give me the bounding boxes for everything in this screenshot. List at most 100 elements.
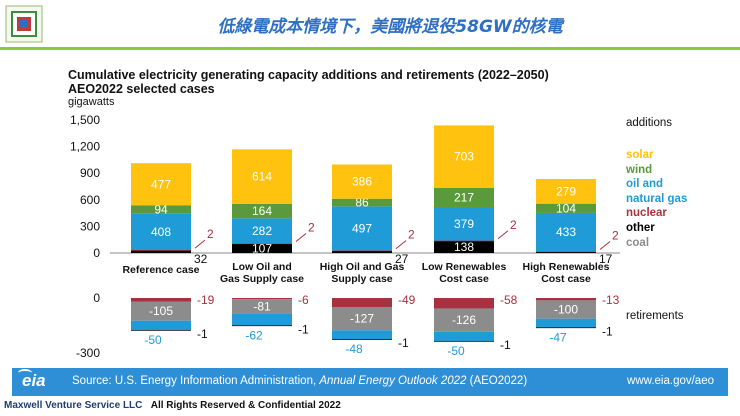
category-label: Gas Supply case <box>220 273 304 285</box>
y-tick-retirements: 0 <box>93 291 100 305</box>
data-label-wind: 94 <box>154 203 168 217</box>
bar-wind <box>332 198 392 207</box>
bar-nuclear <box>434 240 494 242</box>
legend-other: other <box>626 221 655 234</box>
data-label-wind: 104 <box>556 201 576 215</box>
data-label-retire-gas: -62 <box>245 328 263 342</box>
y-tick-additions: 1,500 <box>70 113 100 127</box>
data-label-nuclear: 2 <box>207 227 214 241</box>
bar-nuclear <box>332 250 392 252</box>
data-label-oil-and-natural-gas: 282 <box>252 224 272 238</box>
data-label-retire-gas: -47 <box>549 330 567 344</box>
retirements-label: retirements <box>626 310 684 322</box>
bar-retire-nuclear <box>536 298 596 301</box>
company-logo <box>4 4 44 44</box>
bar-wind <box>434 187 494 207</box>
data-label-retire-coal: -127 <box>350 312 374 326</box>
nuclear-leader-line <box>395 240 407 249</box>
y-tick-additions: 900 <box>80 166 100 180</box>
additions-label: additions <box>626 117 673 129</box>
data-label-retire-other: -1 <box>298 322 309 336</box>
bar-oil-and-natural-gas <box>332 206 392 251</box>
data-label-retire-coal: -81 <box>253 300 271 314</box>
data-label-other: 17 <box>599 252 613 266</box>
legend-natural-gas: natural gas <box>626 192 688 205</box>
data-label-retire-nuclear: -58 <box>500 293 518 307</box>
category-label: Cost case <box>541 273 591 285</box>
y-tick-additions: 1,200 <box>70 140 100 154</box>
data-label-other: 32 <box>194 252 208 266</box>
data-label-retire-coal: -105 <box>149 304 173 318</box>
copyright-company: Maxwell Venture Service LLC <box>4 400 143 411</box>
bar-retire-oil-and-natural-gas <box>536 318 596 328</box>
chart-subtitle: AEO2022 selected cases <box>68 82 215 96</box>
bar-other <box>131 250 191 253</box>
data-label-retire-coal: -100 <box>554 303 578 317</box>
data-label-nuclear: 2 <box>510 218 517 232</box>
bar-oil-and-natural-gas <box>536 212 596 252</box>
category-label: High Renewables <box>523 261 610 273</box>
bar-retire-coal <box>536 300 596 319</box>
data-label-nuclear: 2 <box>612 228 619 242</box>
bar-other <box>434 240 494 253</box>
bar-solar <box>434 125 494 188</box>
source-suffix: (AEO2022) <box>466 375 528 387</box>
banner-title: 低綠電成本情境下，美國將退役58GW的核電 <box>217 17 563 37</box>
bar-retire-other <box>434 340 494 342</box>
chart-legend: solar wind oil and natural gas nuclear o… <box>626 148 687 250</box>
bar-other <box>232 243 292 253</box>
y-tick-additions: 0 <box>93 246 100 260</box>
data-label-solar: 614 <box>252 170 272 184</box>
data-label-oil-and-natural-gas: 379 <box>454 217 474 231</box>
data-label-retire-other: -1 <box>398 336 409 350</box>
nuclear-leader-line <box>194 239 206 249</box>
nuclear-leader-line <box>295 233 307 242</box>
data-label-retire-gas: -48 <box>345 342 363 356</box>
data-label-retire-nuclear: -13 <box>602 293 620 307</box>
data-label-wind: 86 <box>355 196 369 210</box>
bar-retire-nuclear <box>332 298 392 307</box>
category-label: Cost case <box>439 273 489 285</box>
data-label-other: 107 <box>252 241 272 255</box>
chart-title: Cumulative electricity generating capaci… <box>68 68 549 82</box>
source-text: Source: U.S. Energy Information Administ… <box>72 375 527 387</box>
source-prefix: Source: U.S. Energy Information Administ… <box>72 375 320 387</box>
data-label-retire-other: -1 <box>500 338 511 352</box>
data-label-nuclear: 2 <box>308 221 315 235</box>
data-label-retire-nuclear: -6 <box>298 293 309 307</box>
data-label-retire-coal: -126 <box>452 313 476 327</box>
eia-swoosh-icon <box>18 369 32 377</box>
data-label-oil-and-natural-gas: 433 <box>556 225 576 239</box>
category-label: High Oil and Gas <box>320 261 405 273</box>
bar-retire-nuclear <box>131 298 191 302</box>
data-label-wind: 217 <box>454 190 474 204</box>
bar-retire-coal <box>332 306 392 331</box>
bar-other <box>332 250 392 253</box>
data-label-wind: 164 <box>252 204 272 218</box>
y-axis-unit: gigawatts <box>68 96 115 108</box>
bar-wind <box>232 203 292 219</box>
data-label-solar: 703 <box>454 150 474 164</box>
bar-retire-other <box>232 325 292 327</box>
y-tick-retirements: -300 <box>76 346 100 360</box>
legend-solar: solar <box>626 149 654 161</box>
bar-retire-coal <box>232 299 292 314</box>
bar-retire-nuclear <box>232 298 292 300</box>
bar-oil-and-natural-gas <box>131 213 191 250</box>
data-label-retire-gas: -50 <box>447 344 465 358</box>
source-footer: eia Source: U.S. Energy Information Admi… <box>12 368 728 396</box>
data-label-retire-gas: -50 <box>144 333 162 347</box>
website-link[interactable]: www.eia.gov/aeo <box>627 375 714 387</box>
category-label: Reference case <box>122 264 199 276</box>
data-label-retire-other: -1 <box>197 327 208 341</box>
nuclear-leader-line <box>497 230 509 240</box>
data-label-retire-nuclear: -49 <box>398 293 416 307</box>
data-label-solar: 279 <box>556 184 576 198</box>
bar-solar <box>332 164 392 199</box>
data-label-other: 138 <box>454 240 474 254</box>
data-label-nuclear: 2 <box>408 228 415 242</box>
data-label-retire-nuclear: -19 <box>197 293 215 307</box>
legend-oil-and: oil and <box>626 178 664 191</box>
data-label-retire-other: -1 <box>602 324 613 338</box>
